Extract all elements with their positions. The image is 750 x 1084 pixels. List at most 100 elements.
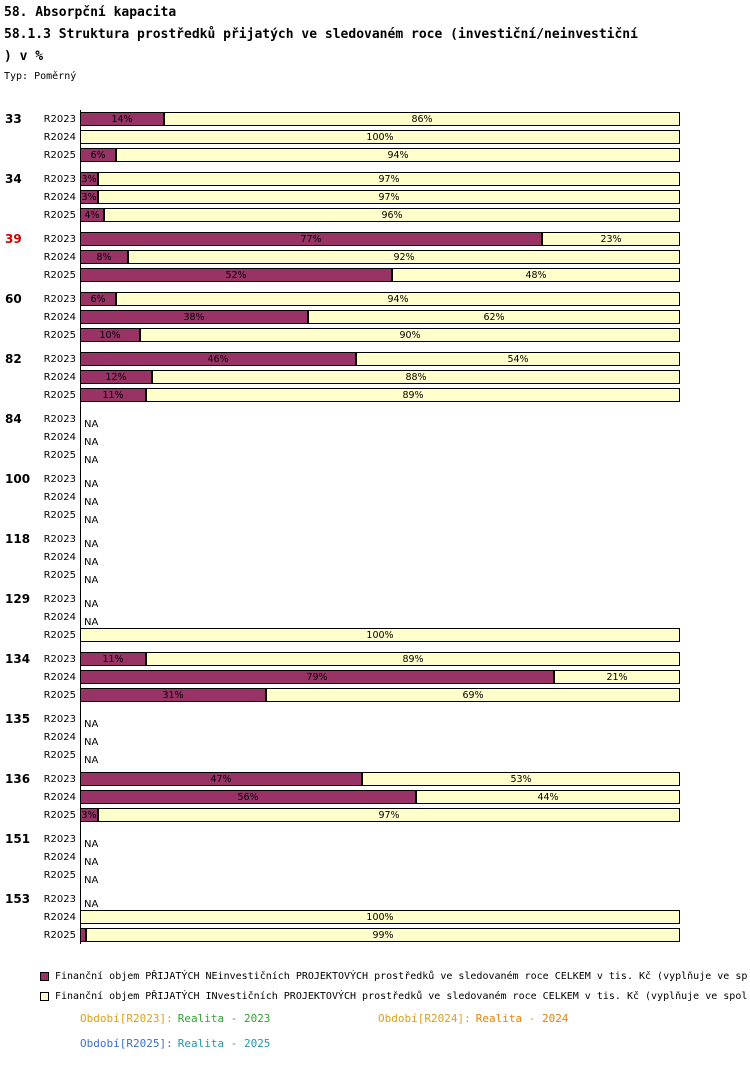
group-id-label: 84: [5, 412, 22, 426]
na-value: NA: [84, 857, 99, 868]
bar-zone: 6% 94%: [80, 148, 680, 162]
year-label: R2025: [43, 149, 76, 161]
bar-segment-investicni: 94%: [116, 292, 680, 306]
group-id-label: 135: [5, 712, 31, 726]
group-id-label: 151: [5, 832, 31, 846]
bar-zone: NA: [80, 748, 680, 766]
chart-row-33-r2024: R2024 100%: [0, 128, 750, 146]
year-label: R2025: [43, 449, 76, 461]
na-value: NA: [84, 539, 99, 550]
bar-zone: 99%: [80, 928, 680, 942]
year-label: R2025: [43, 509, 76, 521]
bar-zone: NA: [80, 448, 680, 466]
bar-segment-neinvesticni: 6%: [80, 292, 116, 306]
year-label: R2024: [43, 611, 76, 623]
year-label: R2025: [43, 929, 76, 941]
chart-row-136-r2024: R2024 56% 44%: [0, 788, 750, 806]
year-label: R2025: [43, 809, 76, 821]
bar-segment-investicni: 53%: [362, 772, 680, 786]
year-label: R2025: [43, 749, 76, 761]
bar-segment-investicni: 96%: [104, 208, 680, 222]
bar-segment-neinvesticni: 12%: [80, 370, 152, 384]
period-footer: Období[R2023]: Realita - 2023 Období[R202…: [0, 1012, 750, 1072]
year-label: R2024: [43, 791, 76, 803]
chart-row-129-r2025: R2025 100%: [0, 626, 750, 644]
group-id-label: 134: [5, 652, 31, 666]
year-label: R2023: [43, 113, 76, 125]
year-label: R2023: [43, 593, 76, 605]
report-title: 58. Absorpční kapacita: [4, 5, 177, 20]
bar-zone: 100%: [80, 910, 680, 924]
stacked-bar-chart: 33 R2023 14% 86% R2024 100% R2025 6% 94% 34 R2023 3…: [0, 110, 750, 944]
bar-zone: 14% 86%: [80, 112, 680, 126]
legend-swatch-investicni-icon: [40, 991, 49, 1001]
group-id-label: 39: [5, 232, 22, 246]
bar-zone: NA: [80, 550, 680, 568]
bar-segment-neinvesticni: 77%: [80, 232, 542, 246]
chart-row-60-r2025: R2025 10% 90%: [0, 326, 750, 344]
year-label: R2023: [43, 893, 76, 905]
year-label: R2025: [43, 689, 76, 701]
year-label: R2025: [43, 869, 76, 881]
group-id-label: 100: [5, 472, 31, 486]
na-value: NA: [84, 515, 99, 526]
footer-value-2: Realita - 2025: [177, 1037, 271, 1050]
group-id-label: 33: [5, 112, 22, 126]
bar-zone: NA: [80, 832, 680, 850]
year-label: R2023: [43, 173, 76, 185]
na-value: NA: [84, 419, 99, 430]
year-label: R2024: [43, 491, 76, 503]
chart-row-134-r2023: 134 R2023 11% 89%: [0, 650, 750, 668]
bar-segment-investicni: 21%: [554, 670, 680, 684]
year-label: R2023: [43, 473, 76, 485]
chart-rows: 33 R2023 14% 86% R2024 100% R2025 6% 94% 34 R2023 3…: [0, 110, 750, 944]
year-label: R2025: [43, 629, 76, 641]
chart-group-135: 135 R2023 NA R2024 NA R2025 NA: [0, 710, 750, 766]
bar-segment-investicni: 100%: [80, 628, 680, 642]
year-label: R2023: [43, 653, 76, 665]
year-label: R2023: [43, 353, 76, 365]
bar-zone: 10% 90%: [80, 328, 680, 342]
chart-row-33-r2023: 33 R2023 14% 86%: [0, 110, 750, 128]
bar-segment-investicni: 97%: [98, 808, 680, 822]
chart-group-134: 134 R2023 11% 89% R2024 79% 21% R2025 31% 69%: [0, 650, 750, 704]
bar-zone: NA: [80, 568, 680, 586]
bar-segment-investicni: 94%: [116, 148, 680, 162]
bar-segment-investicni: 99%: [86, 928, 680, 942]
chart-row-151-r2023: 151 R2023 NA: [0, 830, 750, 850]
bar-segment-neinvesticni: 11%: [80, 388, 146, 402]
bar-segment-investicni: 86%: [164, 112, 680, 126]
footer-label-2: Období[R2025]:: [80, 1037, 173, 1050]
bar-segment-investicni: 23%: [542, 232, 680, 246]
bar-zone: 11% 89%: [80, 388, 680, 402]
bar-segment-investicni: 97%: [98, 172, 680, 186]
chart-type-label: Typ: Poměrný: [4, 71, 77, 82]
chart-row-129-r2024: R2024 NA: [0, 608, 750, 629]
report-subtitle-line1: 58.1.3 Struktura prostředků přijatých ve…: [4, 27, 638, 42]
chart-group-34: 34 R2023 3% 97% R2024 3% 97% R2025 4% 96%: [0, 170, 750, 224]
legend-text-investicni: Finanční objem PŘIJATÝCH INvestičních PR…: [55, 990, 748, 1002]
bar-zone: NA: [80, 412, 680, 430]
y-axis-line: [80, 110, 81, 944]
na-value: NA: [84, 575, 99, 586]
chart-row-153-r2025: R2025 99%: [0, 926, 750, 944]
year-label: R2023: [43, 833, 76, 845]
chart-row-118-r2024: R2024 NA: [0, 548, 750, 569]
bar-segment-neinvesticni: 3%: [80, 808, 98, 822]
bar-segment-neinvesticni: 11%: [80, 652, 146, 666]
year-label: R2024: [43, 251, 76, 263]
na-value: NA: [84, 719, 99, 730]
bar-segment-neinvesticni: [80, 928, 86, 942]
bar-zone: NA: [80, 892, 680, 910]
bar-zone: NA: [80, 868, 680, 886]
group-id-label: 153: [5, 892, 31, 906]
chart-group-129: 129 R2023 NA R2024 NA R2025 100%: [0, 590, 750, 644]
group-id-label: 34: [5, 172, 22, 186]
group-id-label: 60: [5, 292, 22, 306]
year-label: R2024: [43, 671, 76, 683]
chart-row-39-r2025: R2025 52% 48%: [0, 266, 750, 284]
year-label: R2023: [43, 413, 76, 425]
bar-segment-investicni: 100%: [80, 910, 680, 924]
year-label: R2025: [43, 329, 76, 341]
chart-row-60-r2024: R2024 38% 62%: [0, 308, 750, 326]
